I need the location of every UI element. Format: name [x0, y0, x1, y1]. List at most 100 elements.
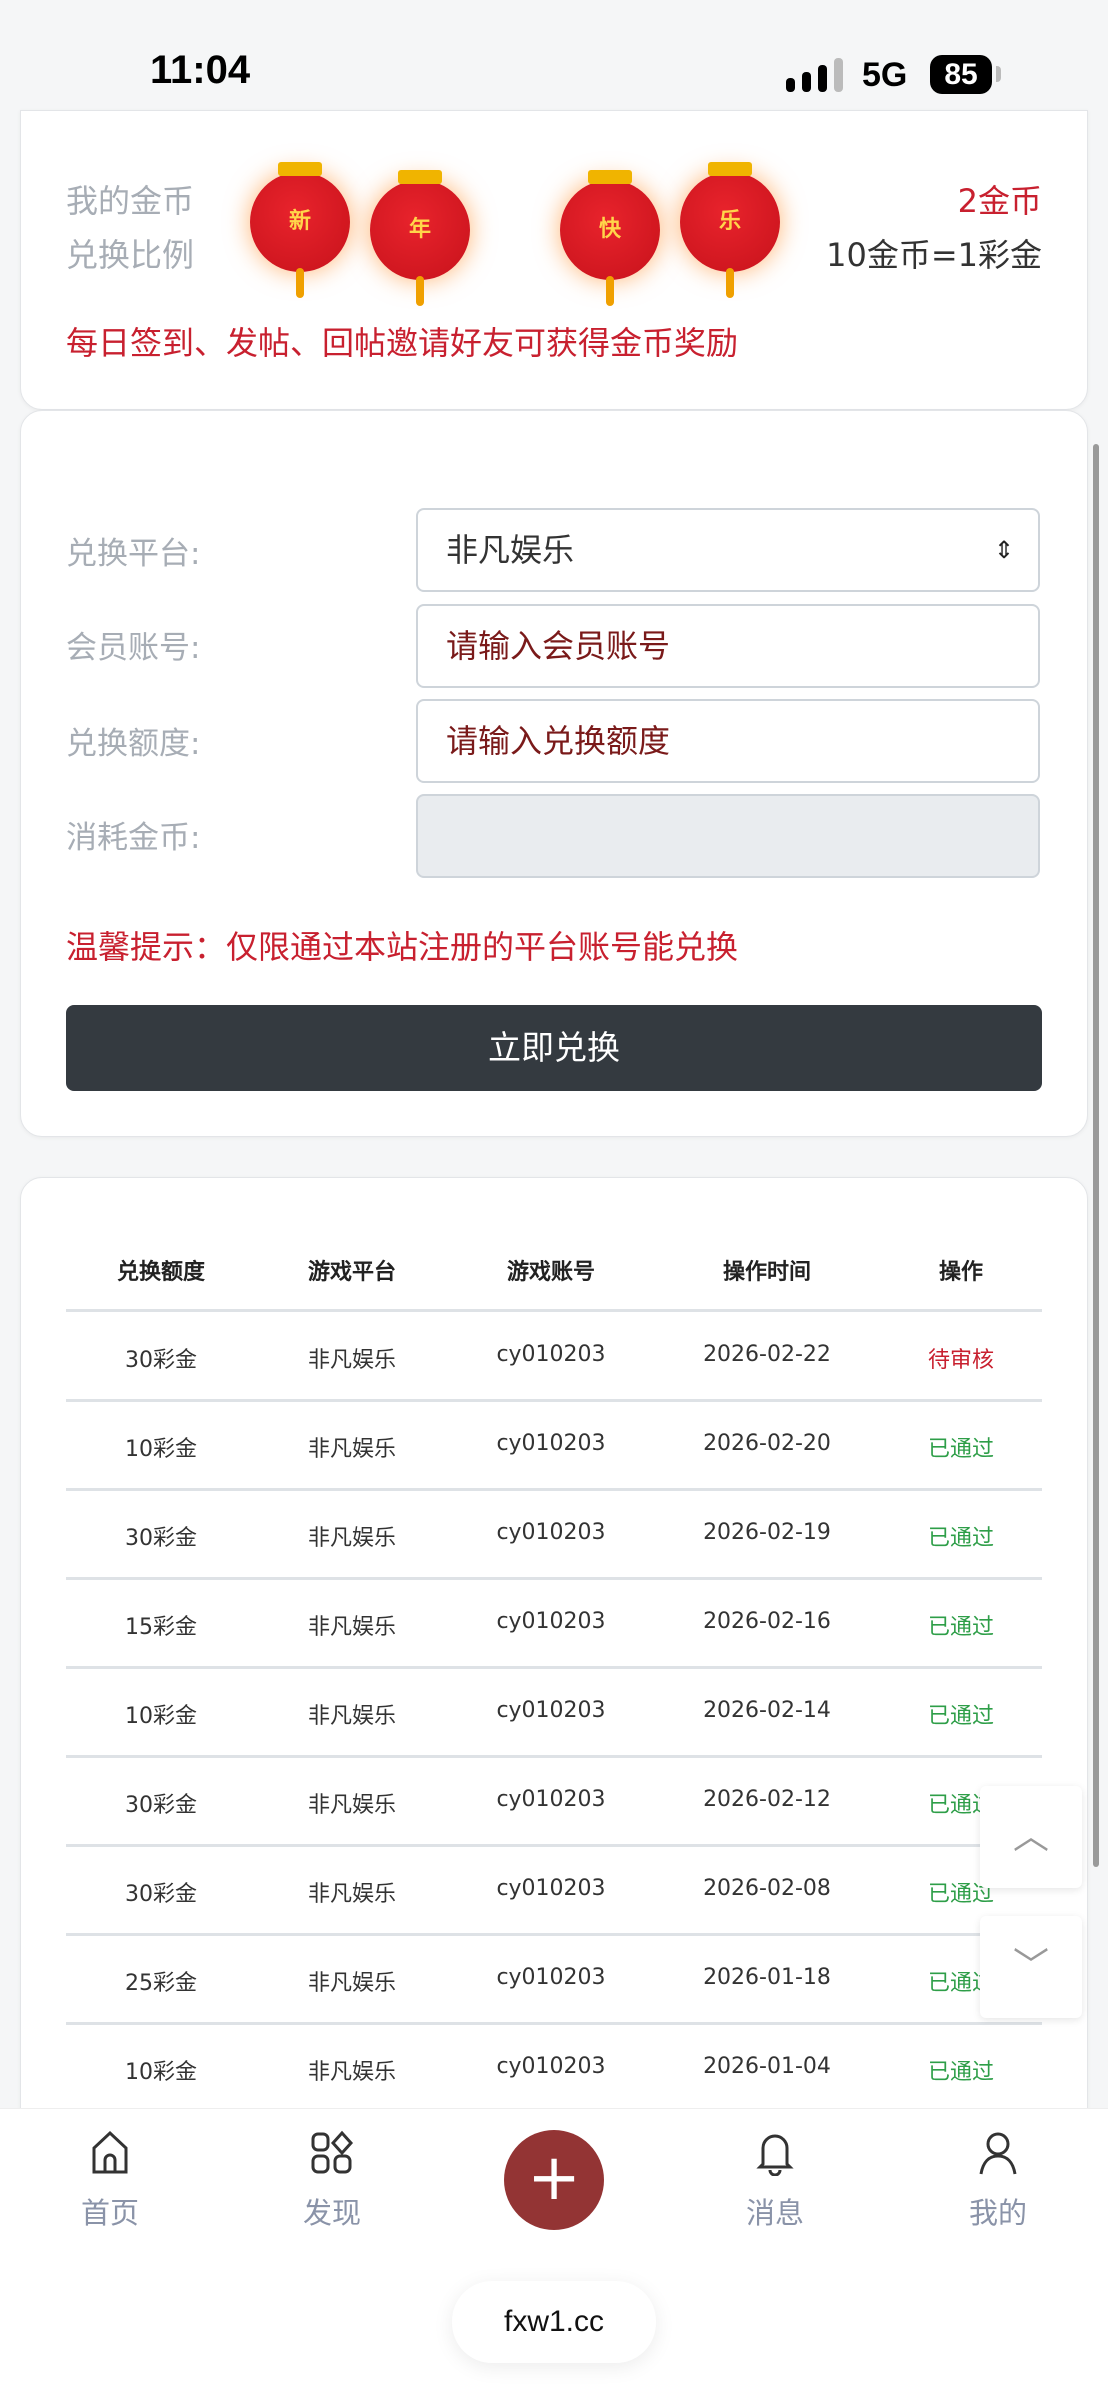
- my-coins-value: 2金币: [957, 182, 1042, 220]
- account-input[interactable]: 请输入会员账号: [416, 604, 1040, 688]
- url-bar[interactable]: fxw1.cc: [452, 2281, 656, 2363]
- table-cell: 2026-02-16: [703, 1609, 831, 1634]
- table-cell: 2026-01-18: [703, 1965, 831, 1990]
- table-cell: 30彩金: [125, 1882, 197, 1907]
- table-cell: 30彩金: [125, 1793, 197, 1818]
- table-cell: 10彩金: [125, 1437, 197, 1462]
- my-coins-label: 我的金币: [66, 182, 195, 220]
- scroll-up-button[interactable]: ︿: [980, 1786, 1082, 1888]
- table-cell: 25彩金: [125, 1971, 197, 1996]
- row-divider: [66, 1577, 1042, 1580]
- scroll-down-button[interactable]: ﹀: [980, 1916, 1082, 2018]
- status-text: 已通过: [927, 1615, 994, 1640]
- coins-field: [416, 794, 1040, 878]
- platform-label: 兑换平台:: [66, 536, 201, 572]
- amount-label: 兑换额度:: [66, 726, 201, 762]
- plus-icon: +: [527, 2141, 581, 2215]
- table-cell: 2026-02-08: [703, 1876, 831, 1901]
- submit-button[interactable]: 立即兑换: [66, 1005, 1042, 1091]
- column-header: 游戏平台: [307, 1260, 396, 1285]
- chevron-down-icon: ﹀: [1012, 1946, 1049, 1987]
- home-icon: [92, 2130, 128, 2174]
- lantern-decoration: 乐: [680, 162, 780, 298]
- network-type: 5G: [862, 56, 908, 94]
- reward-tip: 每日签到、发帖、回帖邀请好友可获得金币奖励: [66, 324, 739, 362]
- discover-icon: [311, 2130, 354, 2174]
- notice-text: 温馨提示：仅限通过本站注册的平台账号能兑换: [66, 928, 739, 966]
- column-header: 操作时间: [722, 1260, 811, 1285]
- platform-value: 非凡娱乐: [446, 531, 575, 569]
- table-cell: cy010203: [496, 1965, 606, 1990]
- table-cell: 2026-02-19: [703, 1520, 831, 1545]
- table-cell: 2026-01-04: [703, 2054, 831, 2079]
- ratio-label: 兑换比例: [66, 236, 195, 274]
- table-cell: 非凡娱乐: [307, 1615, 396, 1640]
- lantern-decoration: 快: [560, 170, 660, 306]
- account-label: 会员账号:: [66, 630, 201, 666]
- table-cell: 10彩金: [125, 1704, 197, 1729]
- table-cell: cy010203: [496, 1698, 606, 1723]
- create-post-button[interactable]: +: [504, 2130, 604, 2230]
- user-icon: [979, 2132, 1017, 2175]
- battery-cap: [996, 66, 1001, 82]
- platform-select[interactable]: 非凡娱乐 ⇕: [416, 508, 1040, 592]
- table-cell: 30彩金: [125, 1526, 197, 1551]
- table-cell: 非凡娱乐: [307, 2060, 396, 2085]
- table-cell: 2026-02-14: [703, 1698, 831, 1723]
- lantern-decoration: 年: [370, 170, 470, 306]
- table-cell: 非凡娱乐: [307, 1882, 396, 1907]
- table-cell: 30彩金: [125, 1348, 197, 1373]
- column-header: 操作: [938, 1260, 983, 1285]
- row-divider: [66, 1666, 1042, 1669]
- table-cell: 非凡娱乐: [307, 1348, 396, 1373]
- lantern-decoration: 新: [250, 162, 350, 298]
- status-text: 已通过: [927, 1437, 994, 1462]
- status-text: 已通过: [927, 1526, 994, 1551]
- nav-discover-label: 发现: [302, 2196, 361, 2230]
- nav-discover[interactable]: 发现: [272, 2130, 392, 2232]
- table-cell: 非凡娱乐: [307, 1526, 396, 1551]
- signal-icon: [786, 58, 844, 92]
- row-divider: [66, 2022, 1042, 2025]
- table-cell: cy010203: [496, 1609, 606, 1634]
- header-divider: [66, 1309, 1042, 1312]
- row-divider: [66, 1933, 1042, 1936]
- battery-icon: 85: [930, 55, 992, 94]
- status-text: 已通过: [927, 1704, 994, 1729]
- table-cell: cy010203: [496, 1342, 606, 1367]
- nav-profile-label: 我的: [968, 2196, 1027, 2230]
- table-cell: 非凡娱乐: [307, 1971, 396, 1996]
- table-cell: cy010203: [496, 1520, 606, 1545]
- chevron-up-icon: ︿: [1012, 1816, 1049, 1857]
- nav-messages-label: 消息: [745, 2196, 804, 2230]
- table-cell: cy010203: [496, 1876, 606, 1901]
- table-cell: cy010203: [496, 1431, 606, 1456]
- nav-home-label: 首页: [80, 2196, 139, 2230]
- table-cell: 非凡娱乐: [307, 1437, 396, 1462]
- amount-input[interactable]: 请输入兑换额度: [416, 699, 1040, 783]
- table-cell: 非凡娱乐: [307, 1793, 396, 1818]
- status-text: 待审核: [927, 1348, 994, 1373]
- table-cell: 2026-02-22: [703, 1342, 831, 1367]
- ratio-value: 10金币=1彩金: [826, 236, 1042, 274]
- table-cell: 15彩金: [125, 1615, 197, 1640]
- table-cell: 2026-02-12: [703, 1787, 831, 1812]
- row-divider: [66, 1488, 1042, 1491]
- row-divider: [66, 1844, 1042, 1847]
- status-time: 11:04: [150, 48, 251, 92]
- status-text: 已通过: [927, 2060, 994, 2085]
- select-arrows-icon: ⇕: [993, 536, 1014, 564]
- nav-profile[interactable]: 我的: [938, 2130, 1058, 2232]
- bell-icon: [756, 2134, 794, 2177]
- column-header: 游戏账号: [506, 1260, 595, 1285]
- table-cell: 10彩金: [125, 2060, 197, 2085]
- column-header: 兑换额度: [116, 1260, 205, 1285]
- row-divider: [66, 1755, 1042, 1758]
- row-divider: [66, 1399, 1042, 1402]
- table-cell: cy010203: [496, 2054, 606, 2079]
- nav-home[interactable]: 首页: [50, 2130, 170, 2232]
- scrollbar[interactable]: [1093, 444, 1099, 1867]
- table-cell: 2026-02-20: [703, 1431, 831, 1456]
- nav-messages[interactable]: 消息: [715, 2130, 835, 2232]
- table-cell: cy010203: [496, 1787, 606, 1812]
